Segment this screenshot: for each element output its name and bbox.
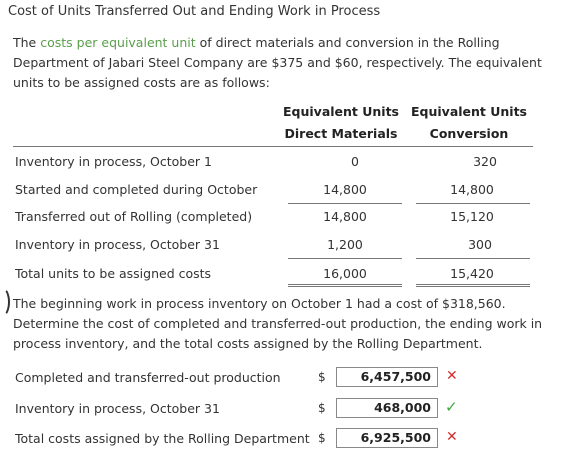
answer-label-ending-inventory: Inventory in process, October 31 [15, 401, 220, 416]
table-cell-dm: 14,800 [323, 182, 367, 197]
table-cell-conv: 14,800 [450, 182, 494, 197]
currency-symbol: $ [318, 401, 326, 415]
subtotal-rule-dm [288, 203, 402, 204]
table-cell-dm: 16,000 [323, 266, 367, 281]
completed-transferred-input[interactable]: 6,457,500 [336, 367, 438, 387]
page-title: Cost of Units Transferred Out and Ending… [8, 4, 381, 19]
table-row-label: Total units to be assigned costs [15, 266, 212, 281]
total-costs-input[interactable]: 6,925,500 [336, 428, 438, 448]
incorrect-x-icon: ✕ [446, 429, 458, 445]
table-row-label: Inventory in process, October 1 [15, 154, 212, 169]
side-bracket-icon [0, 287, 10, 317]
table-cell-conv: 15,420 [450, 266, 494, 281]
table-cell-conv: 15,120 [450, 209, 494, 224]
intro-paragraph: The costs per equivalent unit of direct … [13, 33, 558, 93]
subtotal-rule-conv [416, 203, 530, 204]
intro-prefix: The [13, 35, 41, 50]
answer-label-completed-transferred: Completed and transferred-out production [15, 370, 281, 385]
intro-text: of direct materials and conversion in th… [13, 35, 542, 90]
column-header-direct-materials: Equivalent Units Direct Materials [282, 101, 400, 145]
column-header-conversion: Equivalent Units Conversion [410, 101, 528, 145]
correct-check-icon: ✓ [445, 398, 458, 416]
table-cell-dm: 1,200 [327, 237, 363, 252]
total-rule-dm [288, 258, 402, 259]
currency-symbol: $ [318, 370, 326, 384]
table-row-label: Inventory in process, October 31 [15, 237, 220, 252]
column-header-line1: Equivalent Units [283, 104, 399, 119]
table-header-divider [13, 146, 533, 147]
answer-label-total-costs: Total costs assigned by the Rolling Depa… [15, 431, 310, 446]
column-header-line1: Equivalent Units [411, 104, 527, 119]
instructions-paragraph: The beginning work in process inventory … [13, 296, 543, 351]
double-rule-dm [288, 284, 402, 287]
table-cell-conv: 300 [468, 237, 492, 252]
double-rule-conv [416, 284, 530, 287]
currency-symbol: $ [318, 431, 326, 445]
table-row-label: Started and completed during October [15, 182, 258, 197]
table-cell-dm: 14,800 [323, 209, 367, 224]
table-cell-conv: 320 [473, 154, 497, 169]
column-header-line2: Conversion [429, 126, 509, 141]
table-cell-dm: 0 [351, 154, 359, 169]
table-row-label: Transferred out of Rolling (completed) [15, 209, 253, 224]
incorrect-x-icon: ✕ [446, 368, 458, 384]
ending-inventory-input[interactable]: 468,000 [336, 398, 438, 418]
column-header-line2: Direct Materials [284, 126, 398, 141]
total-rule-conv [416, 258, 530, 259]
glossary-link-costs-per-equivalent-unit[interactable]: costs per equivalent unit [40, 35, 196, 50]
